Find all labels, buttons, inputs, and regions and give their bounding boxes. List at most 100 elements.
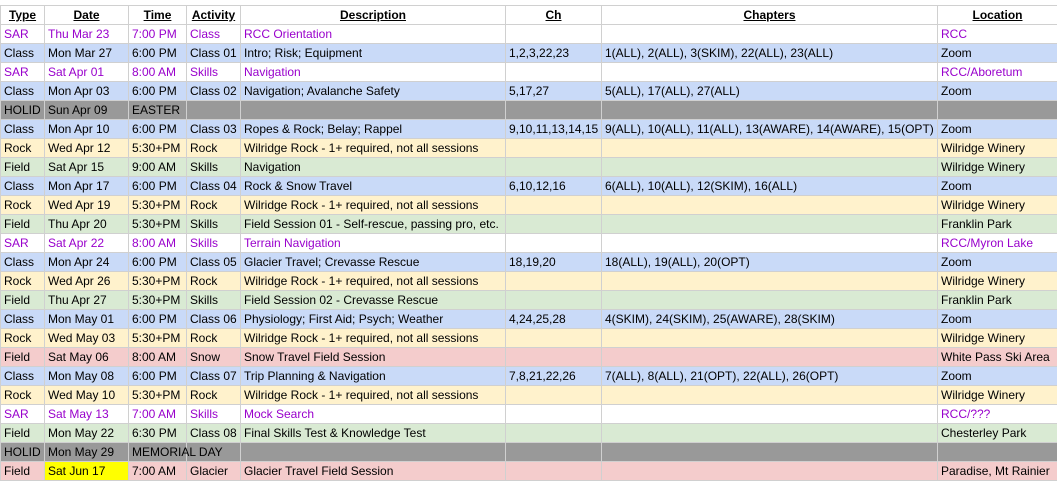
cell-description[interactable]: Glacier Travel Field Session	[240, 461, 506, 481]
cell-activity[interactable]: Skills	[186, 214, 241, 234]
cell-description[interactable]: Navigation; Avalanche Safety	[240, 81, 506, 101]
cell-type[interactable]: SAR	[0, 404, 45, 424]
cell-location[interactable]: Wilridge Winery	[937, 271, 1057, 291]
cell-location[interactable]: Zoom	[937, 43, 1057, 63]
cell-date[interactable]: Thu Apr 27	[44, 290, 129, 310]
cell-chapters[interactable]	[601, 328, 938, 348]
cell-date[interactable]: Sun Apr 09	[44, 100, 129, 120]
cell-date[interactable]: Sat May 06	[44, 347, 129, 367]
cell-activity[interactable]: Skills	[186, 290, 241, 310]
cell-time[interactable]: 5:30+PM	[128, 195, 187, 215]
cell-ch[interactable]	[505, 138, 602, 158]
cell-ch[interactable]	[505, 385, 602, 405]
cell-date[interactable]: Mon Apr 10	[44, 119, 129, 139]
cell-ch[interactable]	[505, 271, 602, 291]
cell-ch[interactable]: 1,2,3,22,23	[505, 43, 602, 63]
cell-location[interactable]	[937, 442, 1057, 462]
cell-ch[interactable]	[505, 328, 602, 348]
header-description[interactable]: Description	[240, 5, 506, 25]
cell-description[interactable]: Wilridge Rock - 1+ required, not all ses…	[240, 385, 506, 405]
cell-description[interactable]: Navigation	[240, 157, 506, 177]
cell-location[interactable]: Wilridge Winery	[937, 157, 1057, 177]
cell-date[interactable]: Sat Jun 17	[44, 461, 129, 481]
cell-description[interactable]: Glacier Travel; Crevasse Rescue	[240, 252, 506, 272]
cell-chapters[interactable]	[601, 100, 938, 120]
cell-date[interactable]: Mon May 01	[44, 309, 129, 329]
cell-activity[interactable]: Class 04	[186, 176, 241, 196]
cell-date[interactable]: Wed Apr 12	[44, 138, 129, 158]
cell-description[interactable]: Field Session 02 - Crevasse Rescue	[240, 290, 506, 310]
cell-location[interactable]: Zoom	[937, 309, 1057, 329]
cell-type[interactable]: Class	[0, 176, 45, 196]
cell-time[interactable]: 5:30+PM	[128, 138, 187, 158]
cell-ch[interactable]	[505, 461, 602, 481]
cell-ch[interactable]	[505, 24, 602, 44]
cell-time[interactable]: 6:00 PM	[128, 81, 187, 101]
cell-activity[interactable]: Snow	[186, 347, 241, 367]
cell-activity[interactable]: Class 08	[186, 423, 241, 443]
cell-time[interactable]: 5:30+PM	[128, 271, 187, 291]
cell-time[interactable]: 7:00 AM	[128, 404, 187, 424]
cell-ch[interactable]: 9,10,11,13,14,15	[505, 119, 602, 139]
cell-activity[interactable]: Skills	[186, 233, 241, 253]
cell-location[interactable]: Zoom	[937, 81, 1057, 101]
cell-ch[interactable]: 7,8,21,22,26	[505, 366, 602, 386]
cell-time[interactable]: 6:00 PM	[128, 119, 187, 139]
cell-activity[interactable]: Rock	[186, 195, 241, 215]
cell-ch[interactable]	[505, 442, 602, 462]
cell-activity[interactable]	[186, 442, 241, 462]
cell-activity[interactable]: Skills	[186, 157, 241, 177]
cell-chapters[interactable]	[601, 461, 938, 481]
cell-description[interactable]: Wilridge Rock - 1+ required, not all ses…	[240, 195, 506, 215]
cell-chapters[interactable]: 18(ALL), 19(ALL), 20(OPT)	[601, 252, 938, 272]
cell-date[interactable]: Wed May 10	[44, 385, 129, 405]
cell-chapters[interactable]	[601, 290, 938, 310]
cell-chapters[interactable]: 4(SKIM), 24(SKIM), 25(AWARE), 28(SKIM)	[601, 309, 938, 329]
cell-location[interactable]: Wilridge Winery	[937, 138, 1057, 158]
header-chapters[interactable]: Chapters	[601, 5, 938, 25]
cell-description[interactable]	[240, 100, 506, 120]
cell-description[interactable]: Ropes & Rock; Belay; Rappel	[240, 119, 506, 139]
header-time[interactable]: Time	[128, 5, 187, 25]
cell-description[interactable]: Mock Search	[240, 404, 506, 424]
cell-time[interactable]: 7:00 AM	[128, 461, 187, 481]
cell-description[interactable]: Terrain Navigation	[240, 233, 506, 253]
cell-chapters[interactable]	[601, 233, 938, 253]
cell-activity[interactable]: Class 06	[186, 309, 241, 329]
cell-ch[interactable]: 18,19,20	[505, 252, 602, 272]
cell-type[interactable]: Rock	[0, 328, 45, 348]
cell-activity[interactable]: Class 01	[186, 43, 241, 63]
cell-type[interactable]: Field	[0, 157, 45, 177]
cell-description[interactable]: Final Skills Test & Knowledge Test	[240, 423, 506, 443]
header-date[interactable]: Date	[44, 5, 129, 25]
cell-date[interactable]: Mon Mar 27	[44, 43, 129, 63]
cell-time[interactable]: 6:00 PM	[128, 366, 187, 386]
cell-date[interactable]: Sat Apr 15	[44, 157, 129, 177]
cell-description[interactable]: Rock & Snow Travel	[240, 176, 506, 196]
cell-ch[interactable]	[505, 423, 602, 443]
cell-date[interactable]: Thu Mar 23	[44, 24, 129, 44]
cell-type[interactable]: Rock	[0, 138, 45, 158]
cell-location[interactable]: Wilridge Winery	[937, 195, 1057, 215]
cell-date[interactable]: Mon May 29	[44, 442, 129, 462]
cell-type[interactable]: Field	[0, 461, 45, 481]
cell-chapters[interactable]	[601, 138, 938, 158]
cell-date[interactable]: Sat Apr 01	[44, 62, 129, 82]
cell-description[interactable]: Navigation	[240, 62, 506, 82]
cell-type[interactable]: Class	[0, 43, 45, 63]
cell-type[interactable]: Class	[0, 119, 45, 139]
cell-type[interactable]: SAR	[0, 62, 45, 82]
cell-time[interactable]: 6:00 PM	[128, 252, 187, 272]
cell-activity[interactable]: Skills	[186, 404, 241, 424]
cell-activity[interactable]: Rock	[186, 271, 241, 291]
header-activity[interactable]: Activity	[186, 5, 241, 25]
cell-time[interactable]: 5:30+PM	[128, 214, 187, 234]
header-ch[interactable]: Ch	[505, 5, 602, 25]
cell-type[interactable]: HOLID	[0, 100, 45, 120]
cell-ch[interactable]	[505, 157, 602, 177]
cell-location[interactable]: Zoom	[937, 176, 1057, 196]
cell-location[interactable]: Wilridge Winery	[937, 328, 1057, 348]
cell-ch[interactable]	[505, 233, 602, 253]
cell-location[interactable]	[937, 100, 1057, 120]
cell-chapters[interactable]	[601, 195, 938, 215]
